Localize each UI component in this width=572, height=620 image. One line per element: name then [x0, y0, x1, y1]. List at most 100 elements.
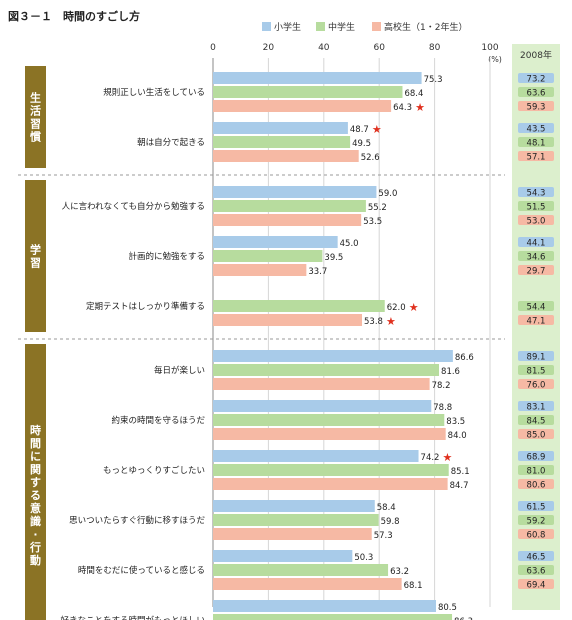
- history-chip-s1-g2-1: [518, 301, 554, 311]
- category-label-s0-g0: 規則正しい生活をしている: [103, 87, 205, 98]
- bar-s2-g3-2: [213, 528, 372, 540]
- legend-label-0: 小学生: [274, 21, 301, 33]
- history-value-s1-g2-1: 54.4: [527, 303, 546, 313]
- x-tick-label-100: 100: [481, 43, 498, 53]
- history-chip-s1-g1-2: [518, 265, 554, 275]
- x-tick-label-0: 0: [210, 43, 216, 53]
- value-label-s2-g1-1: 83.5: [446, 417, 465, 427]
- value-label-s1-g2-1: 62.0: [387, 303, 406, 313]
- history-panel: 2008年 73.2 63.6 59.3 43.5 48.1 57.1 54.3 51.5 53.…: [512, 44, 560, 610]
- history-chip-s2-g2-2: [518, 479, 554, 489]
- x-tick-label-20: 20: [263, 43, 275, 53]
- history-chip-s2-g4-1: [518, 565, 554, 575]
- history-chip-s0-g1-1: [518, 137, 554, 147]
- star-marker-s1-g2-2: ★: [386, 315, 396, 328]
- x-tick-label-60: 60: [373, 43, 385, 53]
- bar-s2-g0-0: [213, 350, 453, 362]
- bar-s0-g1-2: [213, 150, 359, 162]
- history-value-s2-g0-0: 89.1: [527, 353, 546, 363]
- section-label-char: す: [30, 476, 41, 489]
- value-label-s1-g0-0: 59.0: [378, 189, 397, 199]
- value-label-s1-g1-2: 33.7: [308, 267, 327, 277]
- section-label-1: 学習: [30, 243, 41, 270]
- x-tick-label-80: 80: [429, 43, 441, 53]
- history-value-s0-g0-0: 73.2: [527, 75, 546, 85]
- history-chip-s2-g0-2: [518, 379, 554, 389]
- star-marker-s0-g0-2: ★: [415, 101, 425, 114]
- star-marker-s0-g1-0: ★: [372, 123, 382, 136]
- bar-s2-g4-2: [213, 578, 402, 590]
- value-label-s2-g4-2: 68.1: [404, 581, 423, 591]
- history-chip-s0-g0-2: [518, 101, 554, 111]
- history-chip-s2-g0-1: [518, 365, 554, 375]
- bar-s2-g0-1: [213, 364, 440, 376]
- history-value-s0-g0-2: 59.3: [527, 103, 546, 113]
- section-label-char: 識: [30, 514, 41, 528]
- legend-swatch-2: [372, 22, 381, 31]
- bar-s2-g4-0: [213, 550, 353, 562]
- bar-s1-g0-1: [213, 200, 366, 212]
- history-header: 2008年: [520, 49, 552, 61]
- history-chip-s1-g0-2: [518, 215, 554, 225]
- value-label-s2-g4-1: 63.2: [390, 567, 409, 577]
- value-label-s2-g3-0: 58.4: [377, 503, 396, 513]
- history-value-s1-g1-0: 44.1: [527, 239, 546, 249]
- bar-s1-g2-1: [213, 300, 385, 312]
- history-chip-s0-g0-1: [518, 87, 554, 97]
- section-label-char: 慣: [29, 130, 41, 144]
- star-marker-s2-g2-0: ★: [443, 451, 453, 464]
- legend: 小学生 中学生 高校生（1・2年生）: [262, 21, 467, 33]
- bar-s1-g2-2: [213, 314, 363, 326]
- value-label-s1-g1-0: 45.0: [340, 239, 359, 249]
- category-label-s2-g5: 好きなことをする時間がもっとほしい: [60, 615, 205, 620]
- x-axis: 0 20 40 60 80 100 (%): [210, 43, 502, 64]
- history-chip-s2-g3-2: [518, 529, 554, 539]
- history-value-s2-g0-1: 81.5: [527, 367, 546, 377]
- history-value-s1-g0-1: 51.5: [527, 203, 546, 213]
- value-label-s2-g4-0: 50.3: [354, 553, 373, 563]
- value-label-s2-g3-2: 57.3: [374, 531, 393, 541]
- section-band-1: [25, 180, 46, 332]
- history-value-s2-g3-2: 60.8: [527, 531, 546, 541]
- history-value-s2-g3-0: 61.5: [527, 503, 546, 513]
- history-chip-s2-g3-0: [518, 501, 554, 511]
- value-label-s1-g2-2: 53.8: [364, 317, 383, 327]
- section-label-char: 間: [30, 437, 41, 450]
- history-chip-s2-g1-2: [518, 429, 554, 439]
- bar-s1-g0-2: [213, 214, 362, 226]
- section-label-char: 活: [30, 104, 41, 118]
- value-label-s2-g2-1: 85.1: [451, 467, 470, 477]
- bar-s0-g0-2: [213, 100, 392, 112]
- bar-s2-g5-0: [213, 600, 436, 612]
- history-value-s2-g4-2: 69.4: [527, 581, 546, 591]
- section-label-char: 意: [30, 501, 41, 515]
- history-chip-s2-g1-0: [518, 401, 554, 411]
- section-label-char: る: [30, 489, 41, 502]
- section-label-char: 関: [30, 463, 41, 476]
- section-label-char: 習: [30, 257, 41, 270]
- history-chip-s0-g0-0: [518, 73, 554, 83]
- value-label-s0-g0-0: 75.3: [424, 75, 443, 85]
- bar-s2-g2-0: [213, 450, 419, 462]
- value-label-s0-g1-0: 48.7: [350, 125, 369, 135]
- history-value-s2-g4-1: 63.6: [527, 567, 546, 577]
- history-value-s2-g1-0: 83.1: [527, 403, 546, 413]
- category-label-s0-g1: 朝は自分で起きる: [137, 137, 205, 148]
- value-label-s2-g1-2: 84.0: [448, 431, 467, 441]
- category-label-s2-g0: 毎日が楽しい: [154, 365, 205, 376]
- bar-s2-g1-0: [213, 400, 432, 412]
- value-label-s0-g1-1: 49.5: [352, 139, 371, 149]
- legend-swatch-0: [262, 22, 271, 31]
- category-label-s1-g1: 計画的に勉強をする: [128, 251, 205, 262]
- value-label-s0-g1-2: 52.6: [361, 153, 380, 163]
- history-value-s0-g1-1: 48.1: [527, 139, 546, 149]
- x-tick-label-40: 40: [318, 43, 330, 53]
- history-value-s2-g0-2: 76.0: [527, 381, 546, 391]
- bar-s2-g3-0: [213, 500, 375, 512]
- history-chip-s0-g1-0: [518, 123, 554, 133]
- section-label-char: 動: [30, 553, 41, 567]
- value-label-s2-g1-0: 78.8: [433, 403, 452, 413]
- bar-s0-g1-0: [213, 122, 348, 134]
